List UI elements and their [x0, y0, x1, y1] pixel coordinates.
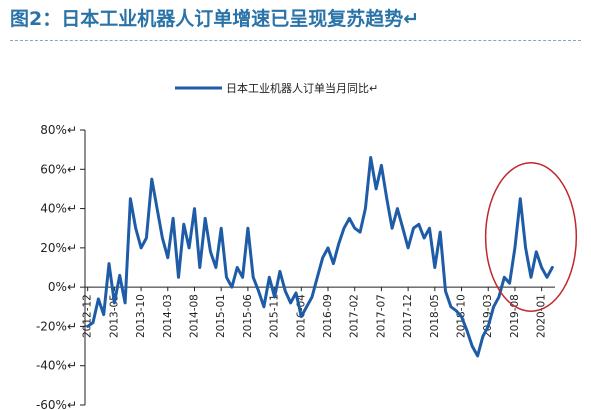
highlight-ellipse	[484, 162, 578, 312]
y-tick-label: -40%↵	[36, 359, 77, 373]
x-tick-label: 2013-05	[108, 294, 120, 338]
legend-label: 日本工业机器人订单当月同比↵	[226, 81, 378, 95]
y-tick-label: 40%↵	[40, 202, 77, 216]
y-tick-label: 0%↵	[48, 280, 77, 294]
y-tick-label: -20%↵	[36, 319, 77, 333]
x-tick-label: 2019-08	[509, 294, 521, 338]
x-tick-label: 2015-11	[269, 294, 281, 338]
x-tick-label: 2014-08	[188, 294, 200, 338]
y-tick-label: -60%↵	[36, 398, 77, 410]
legend: 日本工业机器人订单当月同比↵	[175, 81, 378, 95]
x-tick-label: 2017-12	[402, 294, 414, 338]
x-tick-label: 2015-06	[242, 294, 254, 338]
title-divider	[10, 40, 581, 41]
y-axis-ticks: 80%↵ 60%↵ 40%↵ 20%↵ 0%↵ -20%↵ -40%↵ -60%↵	[36, 123, 85, 410]
x-tick-label: 2020-01	[536, 294, 548, 338]
x-axis-ticks: 2012-12 2013-05 2013-10 2014-03 2014-08 2015-…	[82, 287, 548, 338]
series-layer	[86, 156, 554, 358]
axes	[84, 130, 555, 405]
x-tick-label: 2016-09	[322, 294, 334, 338]
highlight-layer	[484, 162, 578, 312]
x-tick-label: 2014-03	[162, 294, 174, 338]
x-tick-label: 2012-12	[82, 294, 94, 338]
x-tick-label: 2015-01	[215, 294, 227, 338]
y-tick-label: 20%↵	[40, 241, 77, 255]
x-tick-label: 2019-03	[482, 294, 494, 338]
x-tick-label: 2017-07	[375, 294, 387, 338]
y-tick-label: 60%↵	[40, 162, 77, 176]
x-tick-label: 2017-02	[349, 294, 361, 338]
x-tick-label: 2018-05	[429, 294, 441, 338]
series-line	[86, 156, 554, 358]
x-tick-label: 2013-10	[135, 294, 147, 338]
y-tick-label: 80%↵	[40, 123, 77, 137]
figure-title: 图2：日本工业机器人订单增速已呈现复苏趋势↵	[10, 8, 420, 30]
